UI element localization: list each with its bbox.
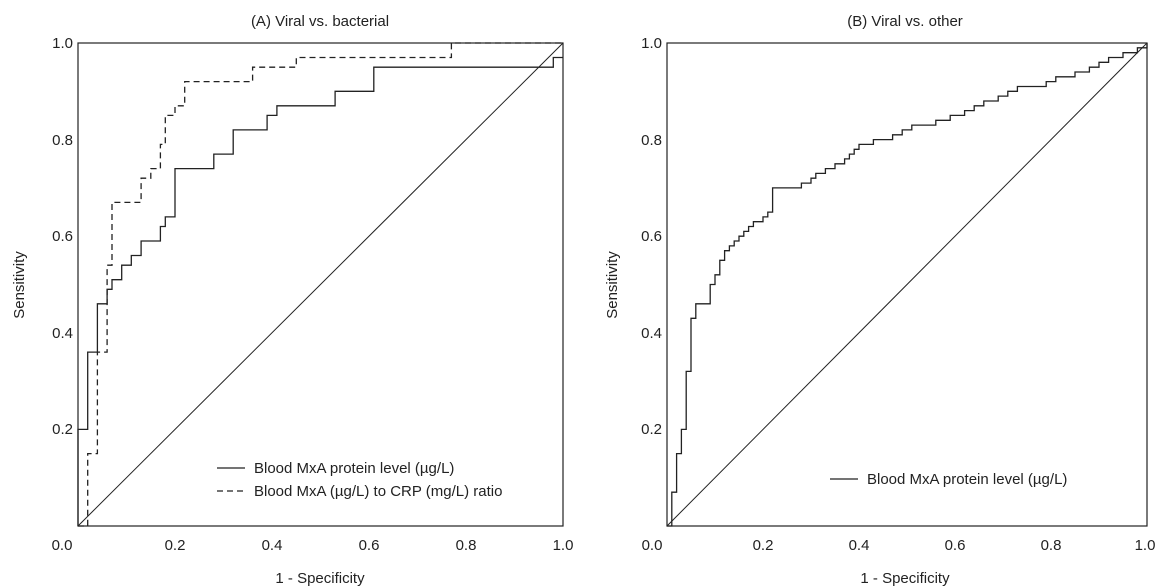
panel-a-legend-label-1: Blood MxA (µg/L) to CRP (mg/L) ratio: [254, 483, 502, 500]
panel-a-x-axis-label: 1 - Specificity: [275, 570, 365, 586]
panel-a-x-tick-1: 0.2: [165, 537, 186, 554]
panel-a-legend: Blood MxA protein level (µg/L) Blood MxA…: [217, 460, 502, 500]
panel-b-y-tick-3: 0.8: [641, 132, 662, 149]
panel-a-frame: [77, 42, 564, 527]
panel-a-x-tick-2: 0.4: [262, 537, 283, 554]
panel-b-frame: [666, 42, 1148, 527]
panel-a-y-axis-label: Sensitivity: [11, 251, 28, 319]
panel-a-y-tick-4: 1.0: [52, 35, 73, 52]
panel-b-title: (B) Viral vs. other: [847, 13, 963, 30]
panel-a-x-tick-3: 0.6: [359, 537, 380, 554]
panel-a-y-tick-1: 0.4: [52, 325, 73, 342]
panel-a-legend-label-0: Blood MxA protein level (µg/L): [254, 460, 454, 477]
panel-b: (B) Viral vs. other 0.0 0.2 0.4 0.6 0.8 …: [604, 13, 1155, 586]
panel-b-x-axis-label: 1 - Specificity: [860, 570, 950, 586]
panel-a-title: (A) Viral vs. bacterial: [251, 13, 389, 30]
panel-b-reference-diagonal: [666, 42, 1148, 527]
panel-a-reference-diagonal: [77, 42, 564, 527]
panel-a-x-tick-5: 1.0: [553, 537, 574, 554]
panel-a-y-tick-3: 0.8: [52, 132, 73, 149]
panel-b-y-tick-0: 0.2: [641, 421, 662, 438]
panel-a-series-group: [77, 42, 563, 527]
panel-b-x-tick-2: 0.4: [849, 537, 870, 554]
panel-b-y-tick-4: 1.0: [641, 35, 662, 52]
panel-b-y-tick-2: 0.6: [641, 228, 662, 245]
panel-b-legend-label-0: Blood MxA protein level (µg/L): [867, 471, 1067, 488]
panel-b-series-line-0: [667, 43, 1148, 527]
panel-b-x-tick-5: 1.0: [1135, 537, 1156, 554]
panel-a-x-tick-0: 0.0: [52, 537, 73, 554]
panel-b-y-tick-1: 0.4: [641, 325, 662, 342]
panel-b-x-tick-3: 0.6: [945, 537, 966, 554]
panel-a-x-tick-4: 0.8: [456, 537, 477, 554]
panel-a-series-line-0: [77, 56, 563, 526]
panel-b-series-group: [667, 43, 1148, 527]
panel-b-x-tick-0: 0.0: [642, 537, 663, 554]
panel-b-legend: Blood MxA protein level (µg/L): [830, 471, 1067, 488]
panel-b-x-tick-1: 0.2: [753, 537, 774, 554]
panel-a-y-tick-2: 0.6: [52, 228, 73, 245]
panel-a: (A) Viral vs. bacterial 0.0 0.2 0.4 0.6 …: [11, 13, 573, 586]
panel-b-y-axis-label: Sensitivity: [604, 251, 621, 319]
panel-a-y-tick-0: 0.2: [52, 421, 73, 438]
panel-b-x-tick-4: 0.8: [1041, 537, 1062, 554]
panel-a-series-line-1: [78, 42, 563, 527]
